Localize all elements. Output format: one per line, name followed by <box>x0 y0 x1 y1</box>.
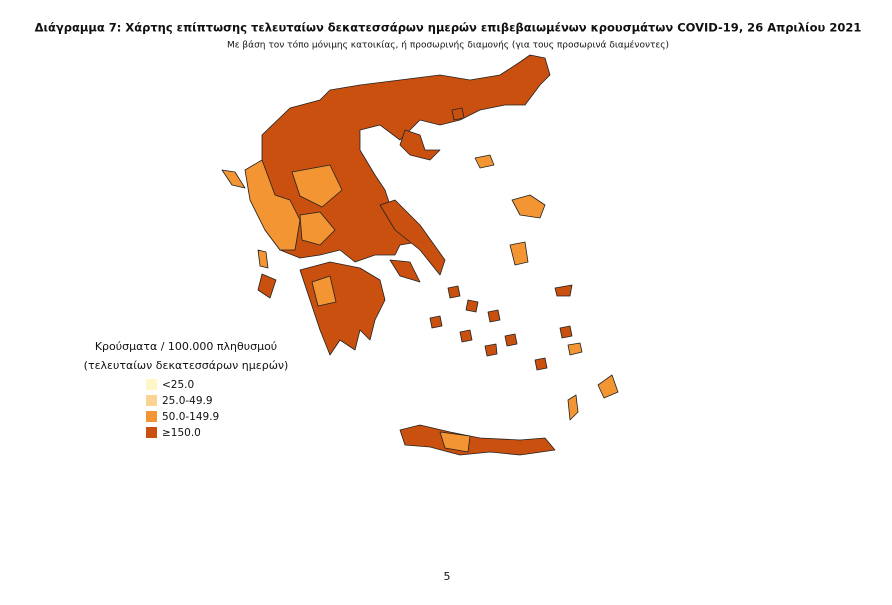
region <box>597 374 619 399</box>
region <box>257 249 269 269</box>
legend-label: 25.0-49.9 <box>162 395 213 407</box>
region <box>291 164 343 208</box>
region <box>474 154 495 169</box>
region <box>451 107 465 121</box>
page-number: 5 <box>444 570 451 583</box>
region <box>389 259 421 283</box>
region <box>379 199 446 276</box>
region <box>484 343 498 357</box>
region <box>559 325 573 339</box>
region <box>439 431 471 453</box>
region <box>511 194 546 219</box>
region <box>567 394 579 421</box>
region <box>429 315 443 329</box>
subtitle: Με βάση τον τόπο μόνιμης κατοικίας, ή πρ… <box>227 40 669 51</box>
legend-swatch <box>146 379 157 390</box>
map <box>221 54 619 456</box>
legend-swatch <box>146 411 157 422</box>
legend-title: Κρούσματα / 100.000 πληθυσμού <box>95 340 277 353</box>
legend-label: 50.0-149.9 <box>162 411 219 423</box>
legend-label: <25.0 <box>162 379 194 391</box>
legend-title: (τελευταίων δεκατεσσάρων ημερών) <box>84 359 289 372</box>
region <box>299 211 336 246</box>
region <box>221 169 246 189</box>
region <box>567 342 583 356</box>
region <box>447 285 461 299</box>
region <box>311 275 337 307</box>
legend-label: ≥150.0 <box>162 427 201 439</box>
region <box>487 309 501 323</box>
region <box>399 424 556 456</box>
region <box>257 273 277 299</box>
region <box>534 357 548 371</box>
region <box>465 299 479 313</box>
legend-swatch <box>146 427 157 438</box>
region <box>459 329 473 343</box>
legend: <25.0 25.0-49.9 50.0-149.9 ≥150.0 <box>146 379 219 439</box>
region <box>399 129 441 161</box>
region <box>299 261 386 356</box>
legend-swatch <box>146 395 157 406</box>
region <box>244 159 301 251</box>
region <box>554 284 573 297</box>
region <box>504 333 518 347</box>
title: Διάγραμμα 7: Χάρτης επίπτωσης τελευταίων… <box>35 21 862 35</box>
region <box>509 241 529 266</box>
region <box>249 54 551 263</box>
